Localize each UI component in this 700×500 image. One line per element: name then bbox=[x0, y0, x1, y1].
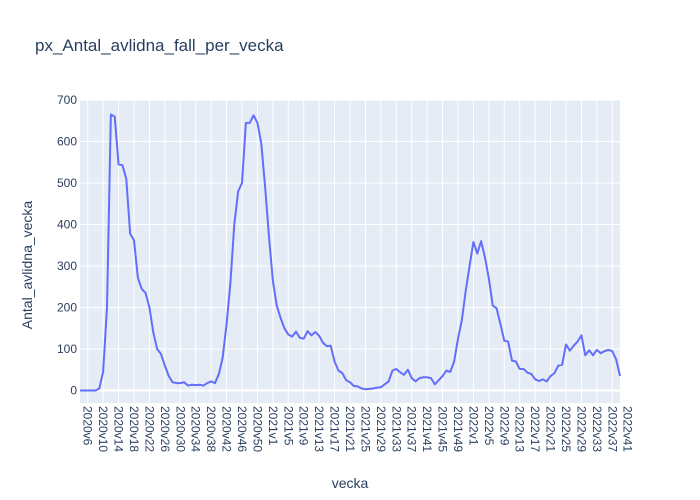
x-tick-label: 2022v33 bbox=[590, 406, 604, 452]
x-tick-label: 2021v29 bbox=[374, 406, 388, 452]
x-tick-label: 2022v17 bbox=[528, 406, 542, 452]
x-tick-label: 2022v25 bbox=[559, 406, 573, 452]
x-tick-label: 2020v6 bbox=[81, 406, 95, 446]
x-tick-label: 2020v26 bbox=[158, 406, 172, 452]
x-tick-label: 2022v9 bbox=[497, 406, 511, 446]
y-tick-label: 500 bbox=[57, 176, 77, 190]
x-tick-label: 2020v34 bbox=[189, 406, 203, 452]
x-tick-label: 2021v49 bbox=[451, 406, 465, 452]
x-tick-label: 2021v13 bbox=[312, 406, 326, 452]
y-axis-title: Antal_avlidna_vecka bbox=[19, 201, 35, 330]
x-tick-label: 2020v14 bbox=[112, 406, 126, 452]
y-tick-label: 700 bbox=[57, 93, 77, 107]
x-tick-label: 2020v30 bbox=[173, 406, 187, 452]
series-line bbox=[80, 113, 621, 392]
y-tick-label: 300 bbox=[57, 259, 77, 273]
x-tick-label: 2022v29 bbox=[574, 406, 588, 452]
x-tick-label: 2022v21 bbox=[544, 406, 558, 452]
x-tick-label: 2020v18 bbox=[127, 406, 141, 452]
x-gridlines bbox=[87, 100, 629, 403]
x-tick-label: 2020v38 bbox=[204, 406, 218, 452]
y-tick-label: 100 bbox=[57, 342, 77, 356]
x-tick-label: 2021v9 bbox=[297, 406, 311, 446]
y-tick-labels: 0 100 200 300 400 500 600 700 bbox=[57, 93, 77, 398]
x-tick-label: 2021v25 bbox=[358, 406, 372, 452]
x-tick-label: 2022v41 bbox=[621, 406, 635, 452]
x-tick-label: 2022v1 bbox=[466, 406, 480, 446]
x-tick-label: 2021v37 bbox=[405, 406, 419, 452]
x-tick-label: 2020v50 bbox=[250, 406, 264, 452]
x-axis-title: vecka bbox=[332, 475, 369, 491]
x-tick-label: 2021v1 bbox=[266, 406, 280, 446]
x-tick-label: 2020v10 bbox=[96, 406, 110, 452]
x-tick-label: 2021v41 bbox=[420, 406, 434, 452]
x-tick-label: 2021v33 bbox=[389, 406, 403, 452]
x-tick-label: 2020v46 bbox=[235, 406, 249, 452]
x-tick-label: 2020v42 bbox=[220, 406, 234, 452]
x-tick-label: 2021v21 bbox=[343, 406, 357, 452]
y-tick-label: 600 bbox=[57, 135, 77, 149]
x-tick-label: 2022v5 bbox=[482, 406, 496, 446]
x-tick-label: 2021v17 bbox=[328, 406, 342, 452]
y-tick-label: 200 bbox=[57, 301, 77, 315]
x-tick-label: 2021v5 bbox=[281, 406, 295, 446]
x-tick-label: 2020v22 bbox=[142, 406, 156, 452]
y-tick-label: 400 bbox=[57, 218, 77, 232]
chart-title: px_Antal_avlidna_fall_per_vecka bbox=[35, 36, 284, 55]
x-tick-labels: 2020v6 2020v10 2020v14 2020v18 2020v22 2020v2… bbox=[81, 406, 635, 452]
x-tick-label: 2021v45 bbox=[436, 406, 450, 452]
y-tick-label: 0 bbox=[70, 384, 77, 398]
x-tick-label: 2022v37 bbox=[605, 406, 619, 452]
x-tick-label: 2022v13 bbox=[513, 406, 527, 452]
